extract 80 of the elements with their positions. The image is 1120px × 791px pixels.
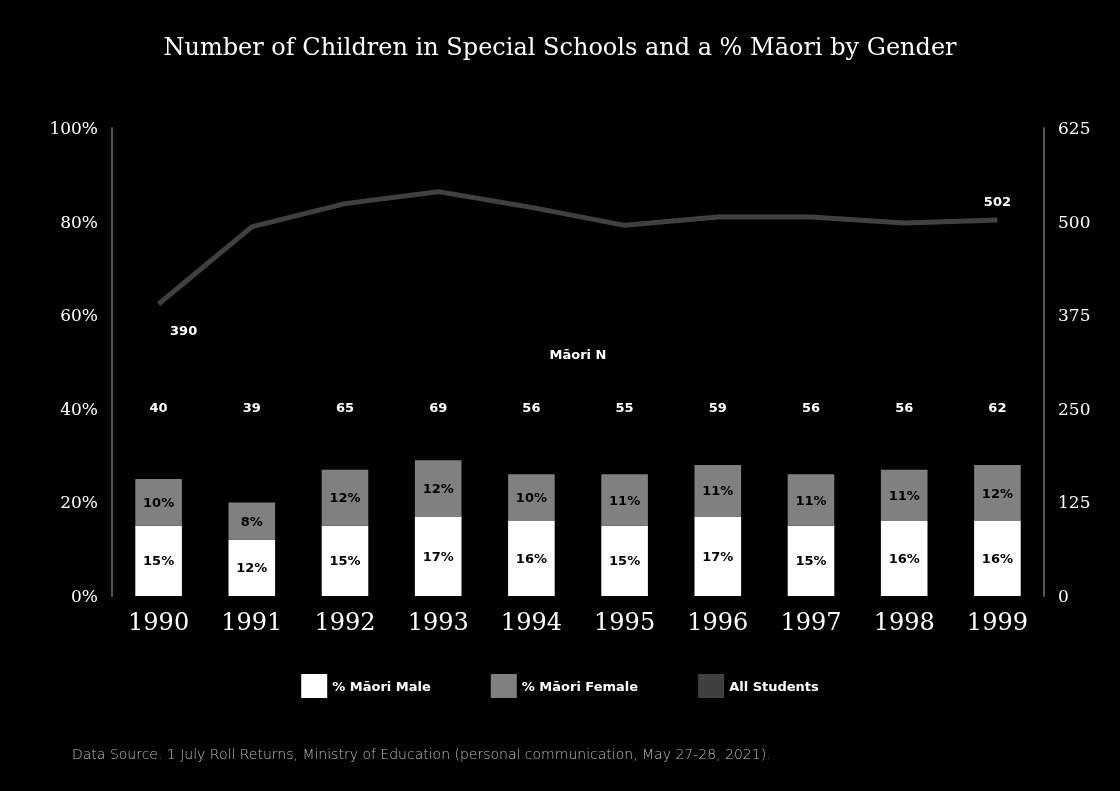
data-label: 12% — [981, 485, 1013, 501]
bar — [880, 469, 928, 522]
annotation: 65 — [335, 399, 355, 415]
y-tick-label: 100% — [49, 118, 98, 138]
data-label: 8% — [240, 513, 263, 529]
annotation: 69 — [429, 399, 448, 415]
y2-tick-label: 125 — [1058, 492, 1091, 513]
bar — [974, 464, 1021, 522]
chart-title: Number of Children in Special Schools and a % Māori by Gender — [163, 33, 958, 61]
data-label: 12% — [422, 480, 454, 496]
annotation: 39 — [242, 399, 261, 415]
x-tick-label: 1996 — [687, 608, 749, 636]
x-tick-label: 1994 — [500, 608, 562, 636]
bar — [787, 525, 835, 596]
bar — [228, 502, 276, 540]
annotation: 40 — [149, 399, 168, 415]
data-label: 10% — [515, 490, 547, 506]
data-label: 15% — [609, 553, 641, 569]
bar — [414, 516, 462, 596]
legend-label: All Students — [729, 678, 820, 694]
x-tick-label: 1991 — [221, 608, 283, 636]
bar — [787, 474, 835, 526]
x-tick-label: 1993 — [407, 608, 469, 636]
data-label: 11% — [795, 492, 827, 508]
bar — [508, 521, 555, 596]
y2-tick-label: 375 — [1058, 305, 1091, 326]
data-label: 12% — [236, 560, 268, 576]
legend-label: % Māori Female — [521, 678, 639, 694]
data-label: 11% — [702, 483, 734, 499]
bar — [601, 525, 648, 596]
data-label: 15% — [143, 553, 175, 569]
annotation: 56 — [895, 399, 914, 415]
annotation: 55 — [615, 399, 634, 415]
legend-label: % Māori Male — [332, 678, 431, 694]
bar — [601, 474, 648, 526]
annotation: Māori N — [549, 346, 607, 362]
y2-tick-label: 625 — [1058, 118, 1091, 138]
bar — [694, 464, 742, 517]
bar — [321, 469, 369, 526]
annotation: 62 — [988, 399, 1007, 415]
y-tick-label: 20% — [60, 492, 98, 513]
y2-tick-label: 0 — [1058, 586, 1069, 606]
x-tick-label: 1999 — [966, 608, 1028, 636]
data-label: 16% — [515, 551, 547, 567]
y2-tick-label: 250 — [1058, 398, 1091, 419]
bar — [508, 474, 555, 522]
bar — [321, 525, 369, 596]
data-label: 15% — [329, 553, 361, 569]
bar — [135, 525, 182, 596]
y-tick-label: 40% — [60, 398, 98, 419]
data-label: 11% — [888, 487, 920, 503]
annotation: 59 — [708, 399, 727, 415]
bar — [414, 460, 462, 517]
x-tick-label: 1995 — [594, 608, 656, 636]
data-label: 10% — [143, 494, 175, 510]
data-label: 11% — [609, 492, 641, 508]
annotation: 56 — [522, 399, 541, 415]
data-label: 17% — [422, 548, 454, 564]
data-label: 16% — [888, 551, 920, 567]
data-label: 390 — [170, 322, 198, 338]
bar — [880, 521, 928, 596]
bar — [974, 521, 1021, 596]
bar — [694, 516, 742, 596]
y-tick-label: 60% — [60, 305, 98, 326]
data-label: 16% — [981, 551, 1013, 567]
y2-tick-label: 500 — [1058, 211, 1091, 232]
source-note: Data Source. 1 July Roll Returns, Ministry of Education (personal communication, May 27-28, 2021). — [72, 746, 771, 762]
data-label: 15% — [795, 553, 827, 569]
x-tick-label: 1990 — [128, 608, 190, 636]
x-tick-label: 1992 — [314, 608, 376, 636]
data-label: 17% — [702, 548, 734, 564]
data-label: 12% — [329, 490, 361, 506]
data-label: 502 — [983, 194, 1011, 210]
y-tick-label: 0% — [71, 586, 98, 606]
y-tick-label: 80% — [60, 211, 98, 232]
x-tick-label: 1998 — [873, 608, 935, 636]
bar — [228, 539, 276, 596]
x-tick-label: 1997 — [780, 608, 842, 636]
bar — [135, 479, 182, 526]
annotation: 56 — [801, 399, 821, 415]
